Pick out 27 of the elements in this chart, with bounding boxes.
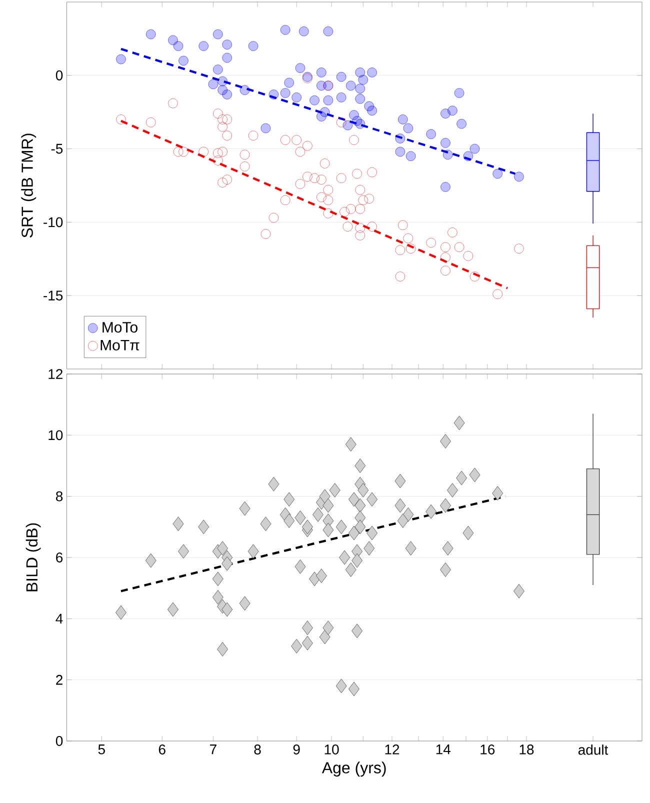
x-tick-label: 16 — [480, 744, 495, 754]
x-axis-title: Age (yrs) — [322, 762, 386, 777]
y-tick-label: -5 — [51, 144, 63, 154]
y-tick-label: 12 — [48, 369, 62, 379]
legend-label: MoTπ — [100, 340, 140, 350]
x-tick-label: 12 — [385, 744, 400, 754]
x-tick-label: 8 — [254, 744, 261, 754]
x-tick-label: 10 — [324, 744, 339, 754]
x-tick-label: 9 — [293, 744, 300, 754]
x-tick-label: 5 — [98, 744, 105, 754]
legend-label: MoTo — [102, 322, 138, 333]
x-tick-label: 14 — [436, 744, 450, 754]
x-tick-label: 6 — [158, 744, 166, 754]
y-axis-title: BILD (dB) — [26, 523, 41, 592]
y-tick-label: 4 — [56, 614, 63, 624]
y-tick-label: 0 — [56, 70, 63, 80]
x-tick-label: 18 — [520, 744, 534, 754]
y-tick-label: -10 — [44, 217, 63, 228]
y-axis-title: SRT (dB TMR) — [21, 134, 36, 238]
x-tick-label: adult — [578, 744, 608, 755]
y-tick-label: 2 — [56, 674, 62, 685]
y-tick-label: 10 — [48, 430, 63, 440]
y-tick-label: 8 — [56, 491, 63, 502]
y-tick-label: 0 — [56, 736, 63, 746]
y-tick-label: 6 — [56, 552, 63, 562]
x-tick-label: 7 — [210, 744, 216, 754]
y-tick-label: -15 — [44, 290, 63, 300]
